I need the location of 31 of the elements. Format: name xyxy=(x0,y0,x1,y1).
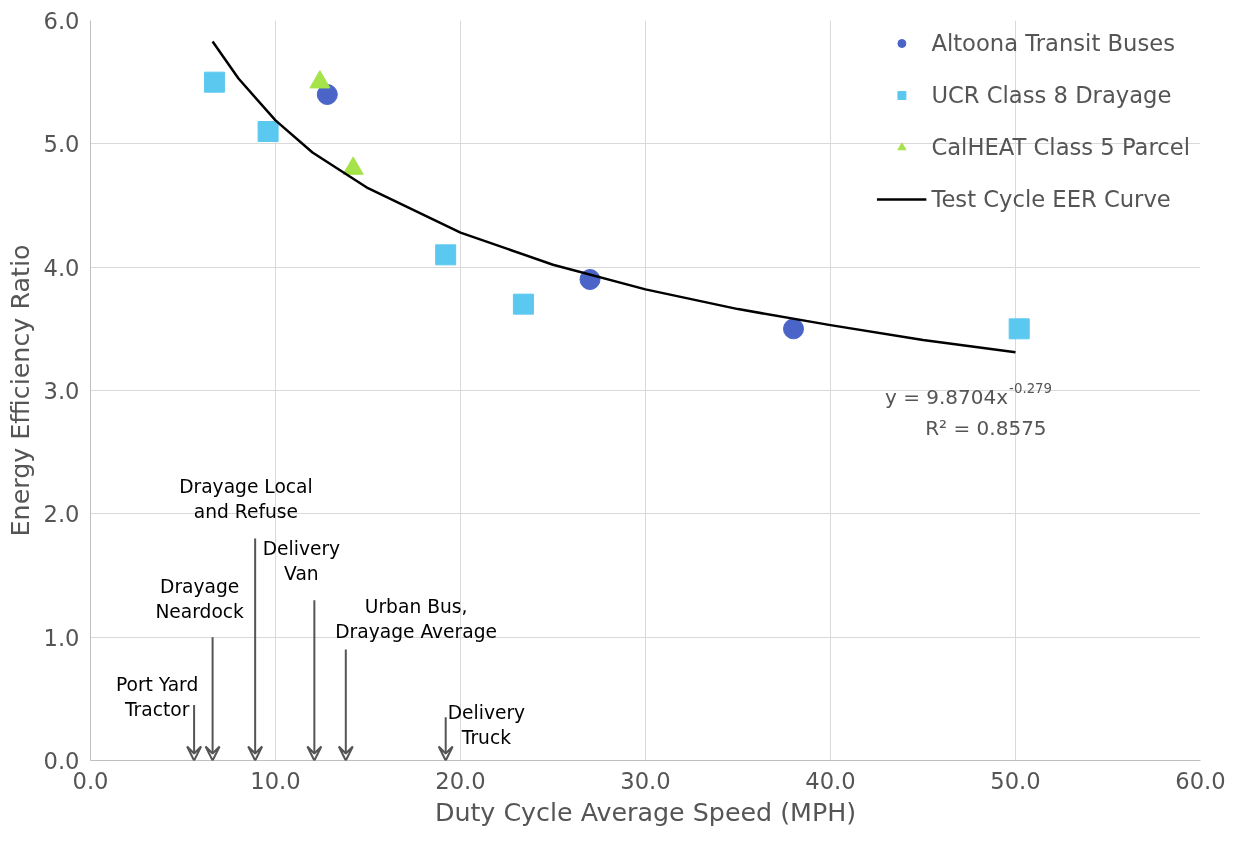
annotation: Drayage Neardock xyxy=(155,576,245,623)
x-tick-label: 30.0 xyxy=(620,767,671,794)
x-tick-label: 60.0 xyxy=(1175,767,1226,794)
legend-label: Altoona Transit Buses xyxy=(931,30,1175,56)
legend-label: UCR Class 8 Drayage xyxy=(931,82,1172,108)
point xyxy=(783,318,804,340)
annotation: Delivery Van xyxy=(262,537,341,585)
point xyxy=(257,121,279,142)
y-tick-label: 4.0 xyxy=(43,254,80,281)
annotation: R² = 0.8575 xyxy=(925,415,1047,440)
annotation: Urban Bus, Drayage Average xyxy=(335,595,498,643)
annotation: Port Yard Tractor xyxy=(115,673,199,720)
y-tick-label: 5.0 xyxy=(43,131,80,158)
x-tick-label: 20.0 xyxy=(435,767,486,794)
x-tick-label: 50.0 xyxy=(990,767,1041,794)
y-tick-label: 6.0 xyxy=(43,8,80,34)
x-tick-label: 10.0 xyxy=(250,767,301,794)
x-tick-label: 40.0 xyxy=(805,767,856,794)
y-tick-label: 1.0 xyxy=(43,624,80,651)
point xyxy=(512,293,534,315)
annotation: Delivery Truck xyxy=(447,701,526,749)
legend-label: CalHEAT Class 5 Parcel xyxy=(931,134,1190,160)
x-axis-title: Duty Cycle Average Speed (MPH) xyxy=(434,796,857,827)
point xyxy=(203,71,225,93)
y-axis-title: Energy Efficiency Ratio xyxy=(5,244,36,537)
legend-label: Test Cycle EER Curve xyxy=(931,186,1171,212)
y-tick-label: 2.0 xyxy=(43,501,80,528)
y-tick-label: 3.0 xyxy=(43,378,80,404)
annotation: Drayage Local and Refuse xyxy=(179,476,313,523)
point xyxy=(1008,318,1030,340)
point xyxy=(435,244,457,266)
